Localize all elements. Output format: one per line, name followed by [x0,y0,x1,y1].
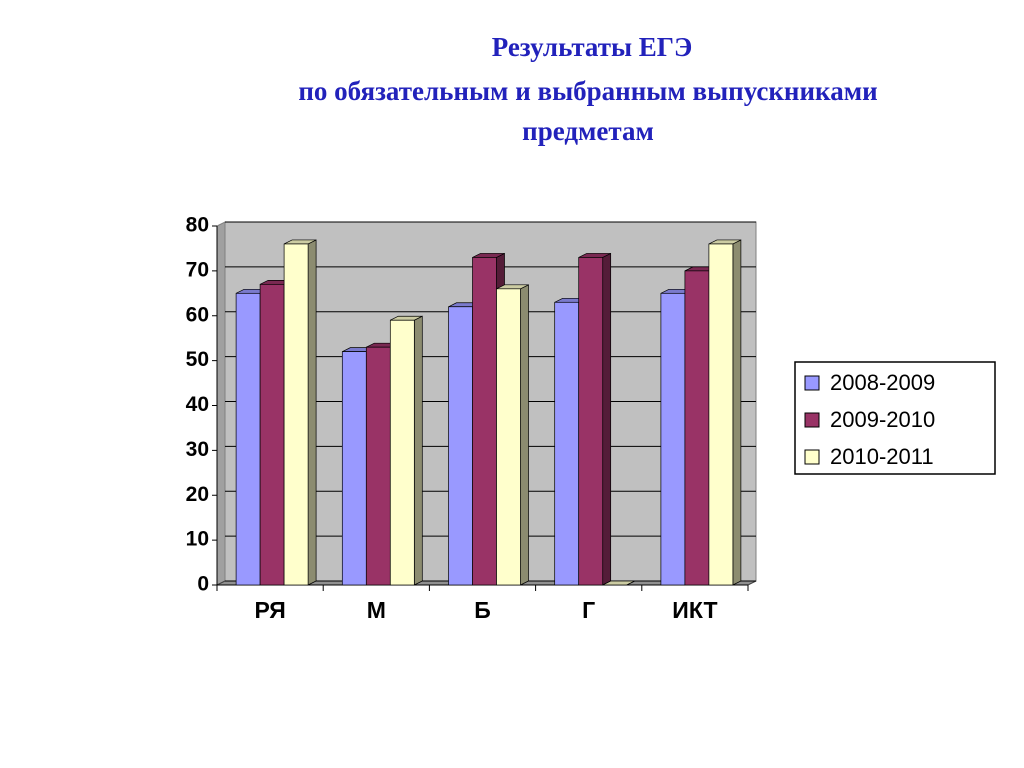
x-tick-label: Г [582,597,595,623]
title-line: Результаты ЕГЭ [492,32,693,62]
bar-side [413,315,423,586]
bar [283,243,309,586]
bar [496,288,521,586]
x-tick-label: Б [474,597,491,623]
x-tick-label: М [367,597,386,623]
y-tick-label: 10 [186,528,209,551]
y-tick-label: 20 [186,483,209,506]
legend-swatch [804,449,820,465]
bar-side [732,239,742,586]
bar [578,257,604,586]
bar [684,270,710,586]
y-tick-label: 60 [186,303,209,326]
y-tick-label: 70 [186,258,209,281]
bar-side [602,252,612,586]
bar [472,257,497,586]
bar-side [307,239,317,586]
y-tick-label: 40 [186,393,209,416]
y-tick-label: 80 [186,214,209,237]
legend-swatch [804,375,820,391]
bar [341,351,367,586]
bar [259,283,285,586]
legend-box [794,361,996,475]
legend-label: 2008-2009 [830,370,935,395]
title-line: по обязательным и выбранным выпускниками [298,76,877,106]
x-tick-label: ИКТ [672,597,717,623]
y-tick-label: 30 [186,438,209,461]
legend-swatch [804,412,820,428]
legend-label: 2010-2011 [830,444,934,469]
bar [660,292,686,586]
legend-label: 2009-2010 [830,407,935,432]
bar [365,346,391,586]
bar [554,301,580,586]
bar-top [602,580,635,586]
bar-side [520,284,529,586]
bar [708,243,734,586]
bar [235,292,261,586]
y-tick-label: 0 [197,573,209,596]
y-tick-label: 50 [186,348,209,371]
x-tick-label: РЯ [254,597,285,623]
bar [389,319,415,586]
title-line: предметам [522,116,654,146]
side-wall [216,221,226,586]
bar [448,306,473,586]
